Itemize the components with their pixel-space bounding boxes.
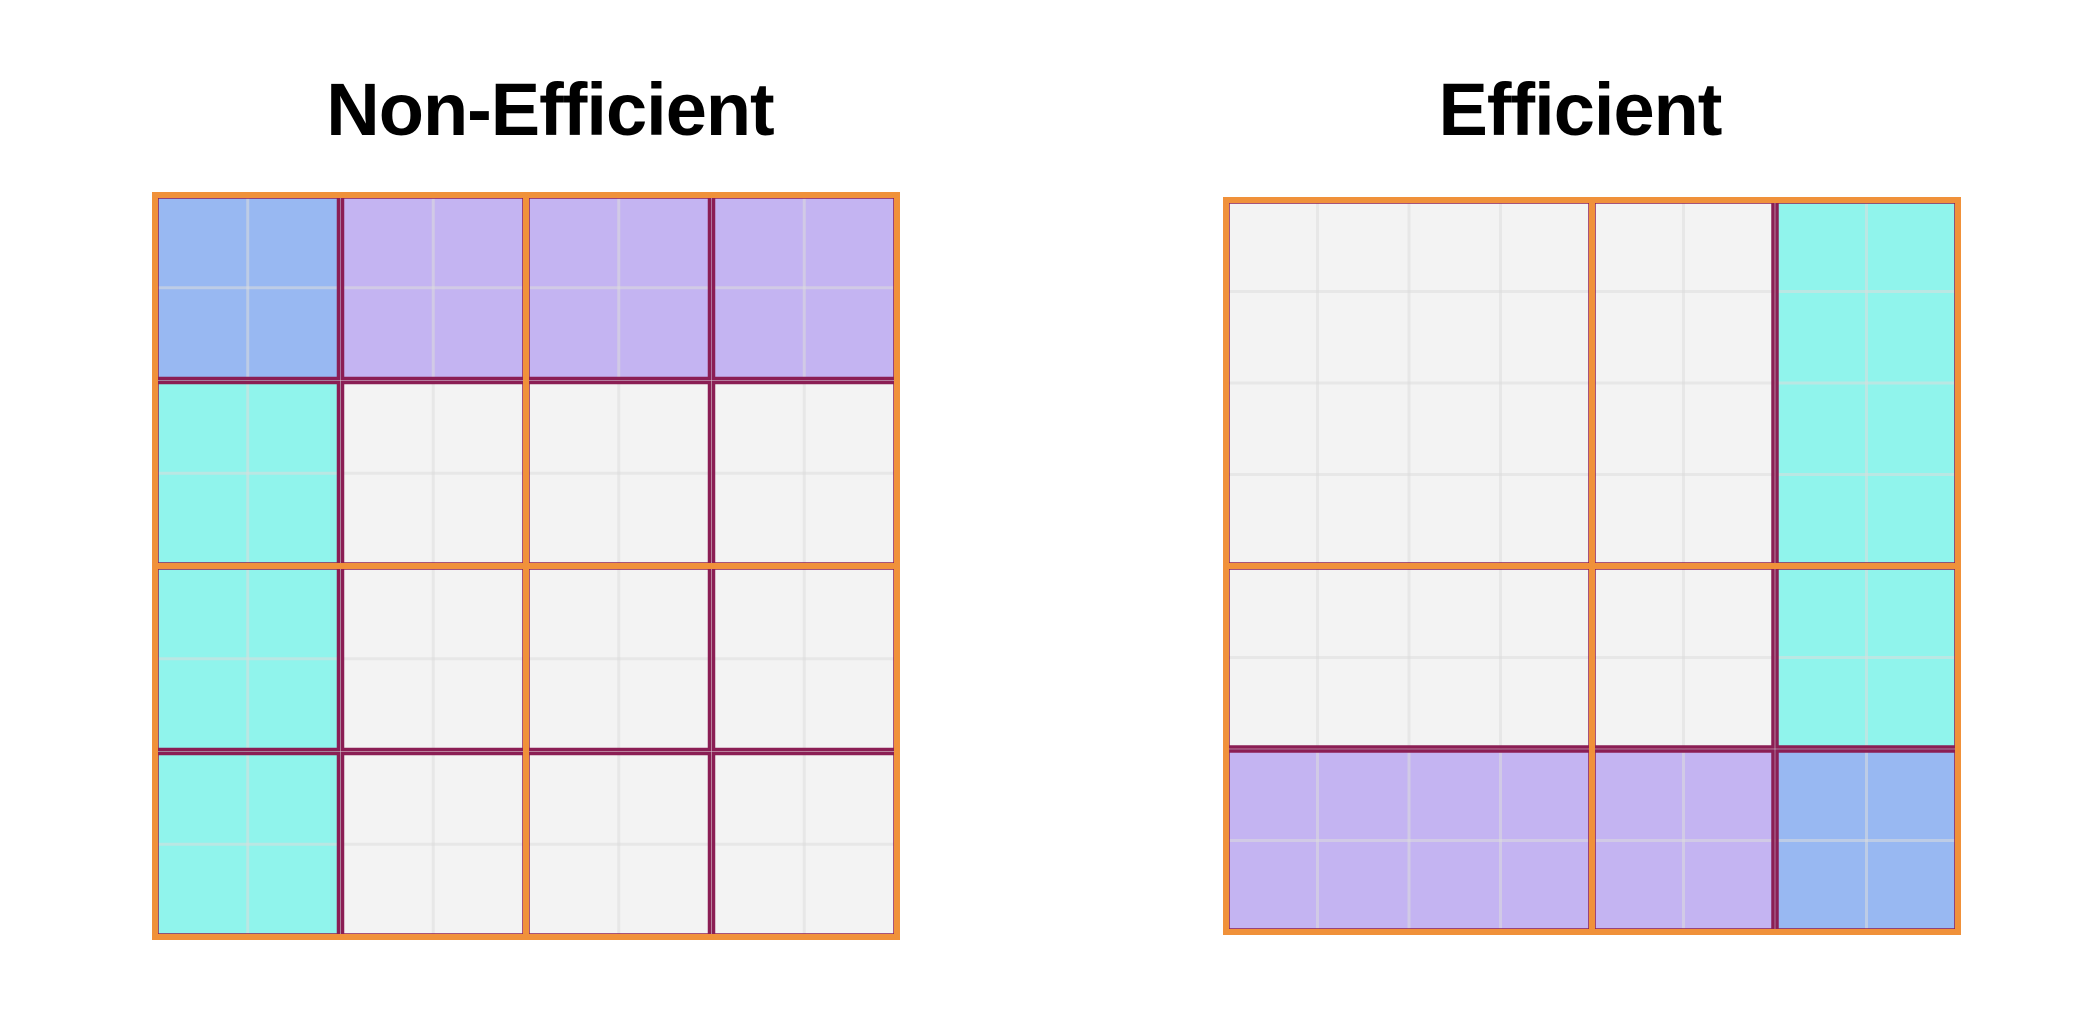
title-efficient: Efficient: [1438, 68, 1723, 151]
title-non-efficient: Non-Efficient: [326, 68, 774, 151]
efficient-grid: [1223, 197, 1961, 935]
block-border: [523, 563, 900, 940]
block-border: [1589, 563, 1961, 935]
non-efficient-grid: [152, 192, 900, 940]
